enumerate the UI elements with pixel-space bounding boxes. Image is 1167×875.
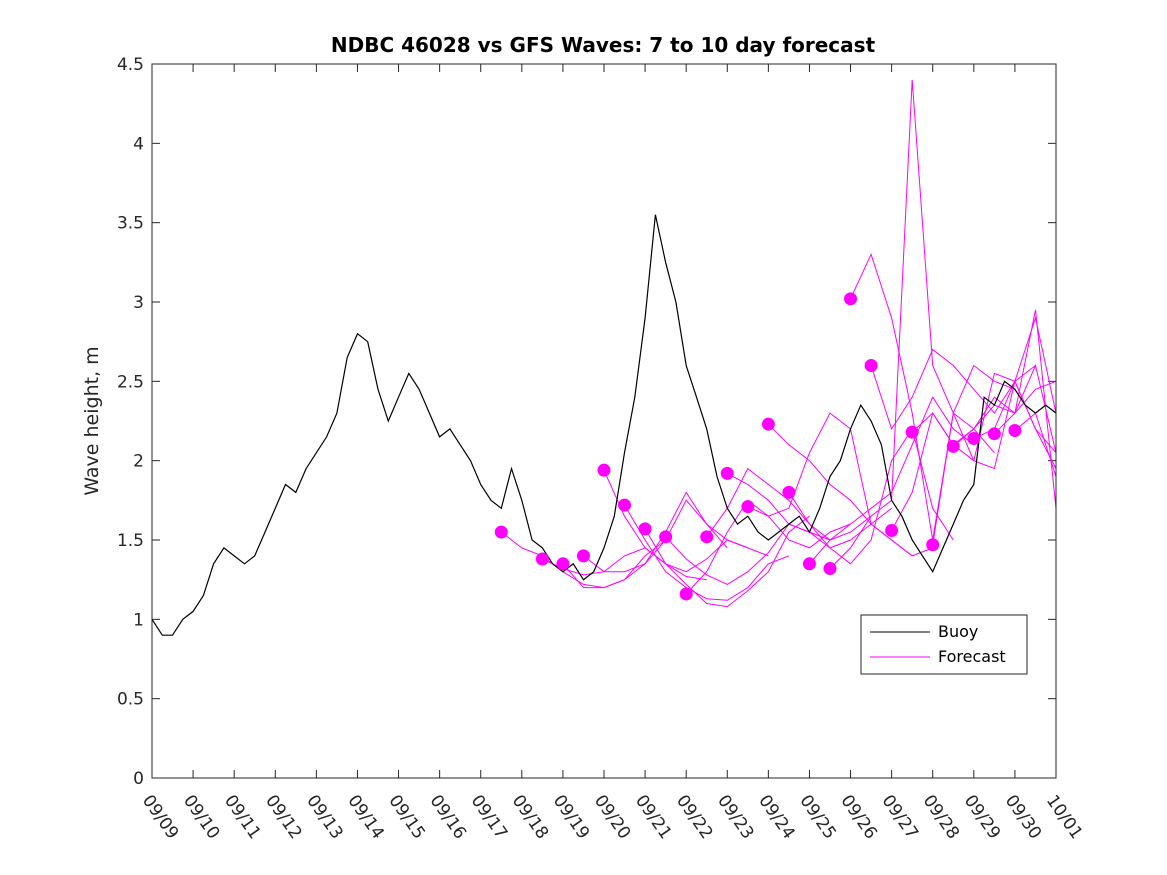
- forecast-line: [829, 79, 995, 569]
- x-tick-label: 09/14: [343, 791, 387, 843]
- forecast-marker: [823, 562, 837, 576]
- chart-title: NDBC 46028 vs GFS Waves: 7 to 10 day for…: [331, 33, 876, 57]
- forecast-marker: [926, 538, 940, 552]
- y-tick-label: 3.5: [117, 214, 144, 234]
- legend-box: [860, 614, 1028, 675]
- legend-buoy-label: Buoy: [938, 622, 978, 641]
- forecast-line: [973, 315, 1057, 439]
- forecast-line: [542, 547, 707, 581]
- forecast-marker: [885, 523, 899, 537]
- y-tick-label: 2.5: [117, 372, 144, 392]
- x-tick-label: 09/17: [467, 791, 511, 843]
- forecast-marker: [864, 358, 878, 372]
- x-tick-label: 09/18: [508, 791, 552, 843]
- forecast-line: [706, 467, 872, 541]
- x-tick-label: 09/26: [836, 791, 880, 843]
- forecast-marker: [535, 552, 549, 566]
- forecast-line: [644, 515, 810, 608]
- x-tick-label: 09/20: [590, 791, 634, 843]
- x-tick-label: 09/21: [631, 791, 675, 843]
- y-tick-label: 1: [133, 610, 144, 630]
- forecast-line: [603, 469, 769, 573]
- forecast-marker: [761, 417, 775, 431]
- y-tick-label: 4: [133, 134, 144, 154]
- forecast-marker: [844, 292, 858, 306]
- x-tick-label: 09/29: [960, 791, 1004, 843]
- legend-forecast-label: Forecast: [938, 647, 1006, 666]
- forecast-marker: [700, 530, 714, 544]
- x-tick-label: 09/12: [261, 791, 305, 843]
- forecast-line: [500, 531, 666, 589]
- x-tick-label: 09/30: [1001, 791, 1045, 843]
- forecast-marker: [802, 557, 816, 571]
- forecast-line: [788, 427, 954, 565]
- buoy-line: [151, 214, 1057, 636]
- x-tick-label: 09/09: [138, 791, 182, 843]
- forecast-marker: [597, 463, 611, 477]
- x-tick-label: 09/15: [384, 791, 428, 843]
- y-tick-label: 2: [133, 452, 144, 472]
- forecast-marker: [741, 500, 755, 514]
- forecast-marker: [618, 498, 632, 512]
- forecast-marker: [967, 431, 981, 445]
- forecast-marker: [905, 425, 919, 439]
- y-tick-label: 4.5: [117, 55, 144, 75]
- x-tick-label: 10/01: [1042, 791, 1086, 843]
- x-tick-label: 09/23: [713, 791, 757, 843]
- forecast-markers: [494, 292, 1022, 601]
- x-tick-label: 09/11: [220, 791, 264, 843]
- forecast-line: [994, 309, 1057, 509]
- forecast-marker: [1008, 424, 1022, 438]
- y-tick-label: 1.5: [117, 531, 144, 551]
- forecast-marker: [679, 587, 693, 601]
- forecast-marker: [494, 525, 508, 539]
- x-tick-label: 09/27: [878, 791, 922, 843]
- forecast-marker: [946, 439, 960, 453]
- x-tick-label: 09/22: [672, 791, 716, 843]
- plot-frame: [151, 63, 1057, 779]
- x-tick-label: 09/19: [549, 791, 593, 843]
- x-tick-label: 09/16: [426, 791, 470, 843]
- y-tick-label: 3: [133, 293, 144, 313]
- x-tick-label: 09/24: [754, 791, 798, 843]
- x-tick-label: 09/28: [919, 791, 963, 843]
- y-tick-label: 0: [133, 769, 144, 789]
- x-tick-label: 09/10: [179, 791, 223, 843]
- forecast-line: [870, 348, 1036, 431]
- forecast-marker: [638, 522, 652, 536]
- forecast-marker: [720, 466, 734, 480]
- legend: Buoy Forecast: [860, 614, 1028, 675]
- forecast-marker: [782, 485, 796, 499]
- x-tick-label: 09/13: [302, 791, 346, 843]
- y-axis: 0 0.5 1 1.5 2 2.5 3 3.5 4 4.5: [117, 55, 1056, 789]
- y-axis-label: Wave height, m: [81, 346, 103, 495]
- buoy-series: [151, 214, 1057, 636]
- x-tick-label: 09/25: [795, 791, 839, 843]
- forecast-marker: [987, 427, 1001, 441]
- y-tick-label: 0.5: [117, 690, 144, 710]
- forecast-line: [768, 423, 933, 557]
- forecast-line: [624, 504, 790, 601]
- forecast-line: [932, 379, 1057, 545]
- forecast-marker: [659, 530, 673, 544]
- forecast-marker: [576, 549, 590, 563]
- forecast-marker: [556, 557, 570, 571]
